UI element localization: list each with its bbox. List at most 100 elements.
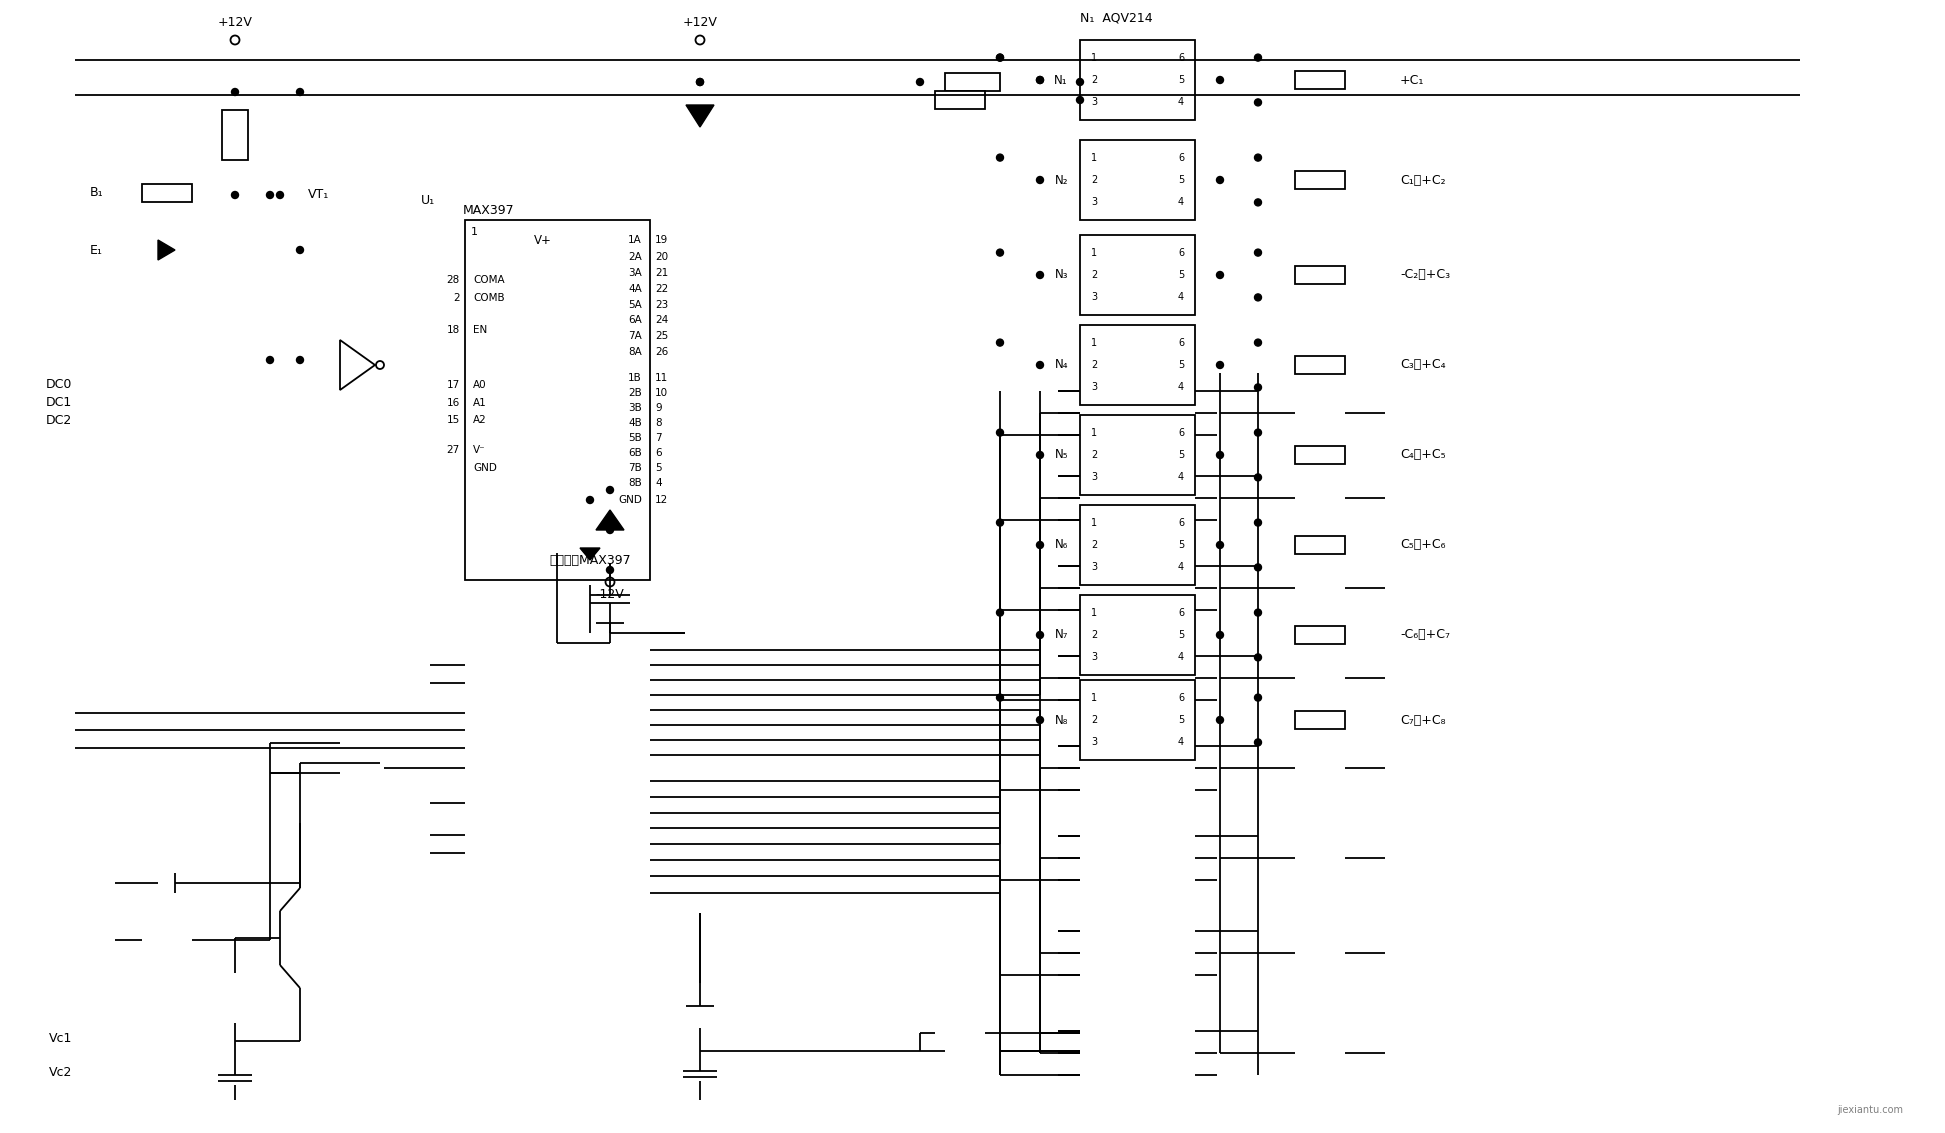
Text: N₈: N₈ xyxy=(1054,714,1068,726)
Circle shape xyxy=(1255,384,1262,391)
Text: N₁  AQV214: N₁ AQV214 xyxy=(1079,11,1153,25)
Text: 18: 18 xyxy=(447,325,461,335)
Bar xyxy=(142,184,193,202)
Bar xyxy=(1295,536,1346,554)
Text: N₁: N₁ xyxy=(1054,74,1068,86)
Text: GND: GND xyxy=(473,463,496,472)
Text: V+: V+ xyxy=(533,233,552,247)
Text: 3: 3 xyxy=(1091,738,1097,748)
Text: DC2: DC2 xyxy=(47,414,72,426)
Text: 12: 12 xyxy=(655,495,669,505)
Text: EN: EN xyxy=(473,325,488,335)
Text: 2: 2 xyxy=(1091,540,1097,550)
Text: N₃: N₃ xyxy=(1054,269,1068,281)
Text: 1: 1 xyxy=(471,227,478,237)
Circle shape xyxy=(1216,272,1223,279)
Bar xyxy=(465,220,650,580)
Text: +12V: +12V xyxy=(683,16,718,28)
Text: 19: 19 xyxy=(655,235,669,245)
Text: MAX397: MAX397 xyxy=(463,204,515,218)
Text: 16: 16 xyxy=(447,398,461,408)
Text: 2A: 2A xyxy=(628,252,642,262)
Circle shape xyxy=(1037,361,1044,368)
Text: 3B: 3B xyxy=(628,403,642,414)
Text: 7A: 7A xyxy=(628,331,642,341)
Circle shape xyxy=(1037,451,1044,459)
Text: 4A: 4A xyxy=(628,284,642,293)
Circle shape xyxy=(1216,716,1223,724)
Text: 3A: 3A xyxy=(628,269,642,278)
Circle shape xyxy=(1037,272,1044,279)
Text: N₄: N₄ xyxy=(1054,358,1068,372)
Text: 1: 1 xyxy=(1091,52,1097,62)
Text: 10: 10 xyxy=(655,387,669,398)
Text: Vc1: Vc1 xyxy=(49,1031,72,1045)
Circle shape xyxy=(1255,739,1262,746)
Text: N₂: N₂ xyxy=(1054,173,1068,187)
Text: 9: 9 xyxy=(655,403,661,414)
Polygon shape xyxy=(158,240,175,259)
Text: N₅: N₅ xyxy=(1054,449,1068,461)
Circle shape xyxy=(1216,361,1223,368)
Polygon shape xyxy=(580,548,599,560)
Text: 3: 3 xyxy=(1091,472,1097,483)
Polygon shape xyxy=(340,340,375,390)
Circle shape xyxy=(1255,654,1262,661)
Text: 4: 4 xyxy=(1179,738,1185,748)
Text: 6: 6 xyxy=(655,448,661,458)
Text: 5A: 5A xyxy=(628,300,642,310)
Text: 26: 26 xyxy=(655,347,669,357)
Text: 3: 3 xyxy=(1091,653,1097,663)
Text: 6: 6 xyxy=(1179,427,1185,437)
Circle shape xyxy=(1037,542,1044,548)
Circle shape xyxy=(1255,54,1262,61)
Text: 1: 1 xyxy=(1091,518,1097,528)
Circle shape xyxy=(1037,177,1044,184)
Bar xyxy=(1295,171,1346,189)
Bar xyxy=(945,73,1000,91)
Text: 28: 28 xyxy=(447,275,461,286)
Text: 4: 4 xyxy=(1179,97,1185,108)
Circle shape xyxy=(1216,77,1223,84)
Bar xyxy=(1295,266,1346,284)
Circle shape xyxy=(1216,542,1223,548)
Bar xyxy=(1079,415,1194,495)
Text: -C₆和+C₇: -C₆和+C₇ xyxy=(1400,629,1451,641)
Circle shape xyxy=(1037,77,1044,84)
Circle shape xyxy=(296,88,303,95)
Text: A0: A0 xyxy=(473,380,486,390)
Text: 5: 5 xyxy=(1179,715,1185,725)
Text: 6: 6 xyxy=(1179,52,1185,62)
Circle shape xyxy=(607,486,613,494)
Text: 7B: 7B xyxy=(628,463,642,472)
Circle shape xyxy=(1037,716,1044,724)
Text: 2: 2 xyxy=(1091,270,1097,280)
Text: N₆: N₆ xyxy=(1054,538,1068,552)
Circle shape xyxy=(231,191,239,198)
Bar xyxy=(1079,40,1194,120)
Bar xyxy=(222,110,249,160)
Circle shape xyxy=(1255,519,1262,526)
Bar xyxy=(1079,505,1194,585)
Text: 25: 25 xyxy=(655,331,669,341)
Text: 2: 2 xyxy=(1091,360,1097,370)
Text: 7: 7 xyxy=(655,433,661,443)
Text: 4: 4 xyxy=(1179,562,1185,572)
Circle shape xyxy=(1255,429,1262,436)
Text: 11: 11 xyxy=(655,373,669,383)
Text: A2: A2 xyxy=(473,415,486,425)
Text: 6: 6 xyxy=(1179,518,1185,528)
Text: 2B: 2B xyxy=(628,387,642,398)
Bar xyxy=(936,91,984,109)
Circle shape xyxy=(607,527,613,534)
Circle shape xyxy=(266,191,274,198)
Circle shape xyxy=(1076,96,1083,103)
Text: U₁: U₁ xyxy=(420,194,436,206)
Circle shape xyxy=(996,54,1004,61)
Text: 2: 2 xyxy=(1091,75,1097,85)
Circle shape xyxy=(1255,249,1262,256)
Circle shape xyxy=(231,88,239,95)
Bar xyxy=(1079,235,1194,315)
Text: C₃和+C₄: C₃和+C₄ xyxy=(1400,358,1445,372)
Text: GND: GND xyxy=(619,495,642,505)
